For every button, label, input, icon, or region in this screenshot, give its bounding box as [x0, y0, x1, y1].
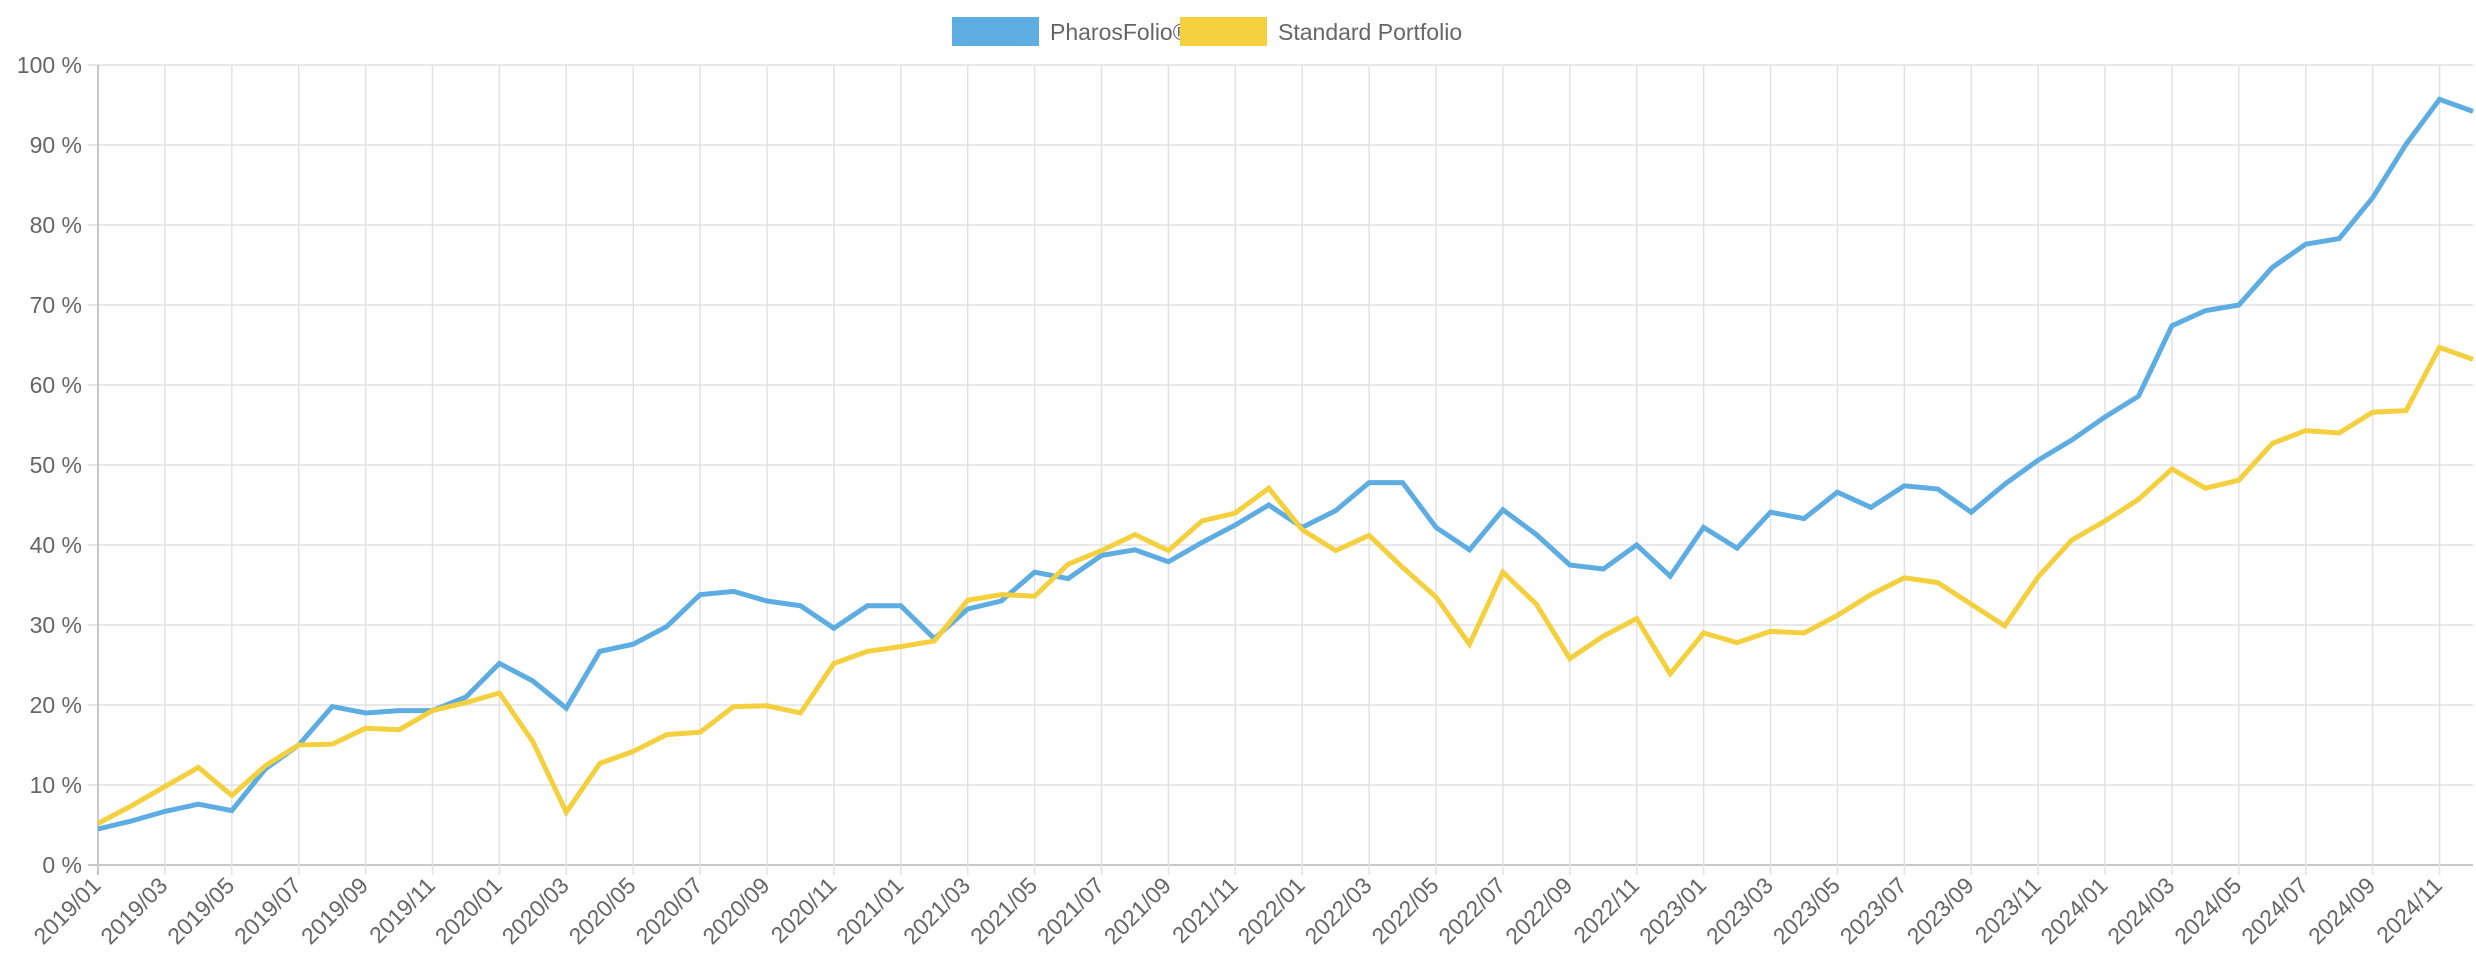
- y-tick-label: 30 %: [30, 612, 82, 638]
- x-tick-label: 2023/11: [1970, 872, 2046, 948]
- x-tick-label: 2019/07: [229, 872, 306, 949]
- x-tick-label: 2021/11: [1167, 872, 1243, 948]
- x-tick-label: 2021/01: [831, 872, 908, 949]
- x-tick-label: 2020/01: [430, 872, 507, 949]
- y-tick-label: 100 %: [17, 52, 82, 78]
- x-tick-label: 2024/03: [2102, 872, 2179, 949]
- x-tick-label: 2023/01: [1634, 872, 1711, 949]
- y-tick-label: 10 %: [30, 772, 82, 798]
- x-tick-label: 2024/01: [2035, 872, 2112, 949]
- x-tick-label: 2023/09: [1902, 872, 1979, 949]
- x-tick-label: 2023/07: [1835, 872, 1912, 949]
- x-tick-label: 2020/11: [765, 872, 841, 948]
- x-tick-label: 2020/07: [630, 872, 707, 949]
- x-tick-label: 2024/11: [2371, 872, 2447, 948]
- x-tick-label: 2019/05: [162, 872, 239, 949]
- x-tick-label: 2022/07: [1433, 872, 1510, 949]
- y-tick-label: 70 %: [30, 292, 82, 318]
- x-tick-label: 2021/05: [965, 872, 1042, 949]
- y-tick-label: 60 %: [30, 372, 82, 398]
- legend-swatch-pharosfolio: [952, 17, 1039, 46]
- x-tick-label: 2022/09: [1500, 872, 1577, 949]
- series-line-1: [96, 344, 2474, 826]
- x-tick-label: 2022/05: [1366, 872, 1443, 949]
- y-tick-label: 90 %: [30, 132, 82, 158]
- y-tick-label: 20 %: [30, 692, 82, 718]
- x-tick-label: 2022/01: [1233, 872, 1310, 949]
- legend-item-standard-portfolio[interactable]: Standard Portfolio: [1180, 17, 1462, 46]
- series-line-0: [97, 96, 2474, 832]
- legend-swatch-standard-portfolio: [1180, 17, 1267, 46]
- x-tick-label: 2024/09: [2303, 872, 2380, 949]
- y-tick-label: 50 %: [30, 452, 82, 478]
- legend-item-pharosfolio[interactable]: PharosFolio® 1: [952, 17, 1209, 46]
- x-tick-label: 2019/03: [95, 872, 172, 949]
- x-tick-label: 2019/01: [28, 872, 105, 949]
- x-tick-label: 2023/05: [1768, 872, 1845, 949]
- x-tick-label: 2019/11: [364, 872, 440, 948]
- y-axis: 0 % 10 % 20 % 30 % 40 % 50 % 60 % 70 % 80 % 90 % 1…: [17, 52, 82, 878]
- x-tick-label: 2021/07: [1032, 872, 1109, 949]
- legend-label-standard-portfolio: Standard Portfolio: [1278, 19, 1462, 45]
- x-tick-label: 2021/09: [1099, 872, 1176, 949]
- legend: PharosFolio® 1 Standard Portfolio: [952, 17, 1462, 46]
- x-tick-label: 2019/09: [296, 872, 373, 949]
- y-tick-label: 40 %: [30, 532, 82, 558]
- x-tick-label: 2024/07: [2236, 872, 2313, 949]
- x-axis: 2019/012019/032019/052019/072019/092019/…: [28, 872, 2447, 949]
- y-tick-label: 0 %: [42, 852, 82, 878]
- x-tick-label: 2024/05: [2169, 872, 2246, 949]
- x-tick-label: 2020/03: [497, 872, 574, 949]
- x-tick-label: 2020/09: [697, 872, 774, 949]
- x-tick-label: 2022/03: [1299, 872, 1376, 949]
- x-tick-label: 2022/11: [1568, 872, 1644, 948]
- x-tick-label: 2023/03: [1701, 872, 1778, 949]
- series-lines: [96, 96, 2474, 832]
- y-tick-label: 80 %: [30, 212, 82, 238]
- grid: [88, 64, 2473, 875]
- x-tick-label: 2021/03: [898, 872, 975, 949]
- x-tick-label: 2020/05: [564, 872, 641, 949]
